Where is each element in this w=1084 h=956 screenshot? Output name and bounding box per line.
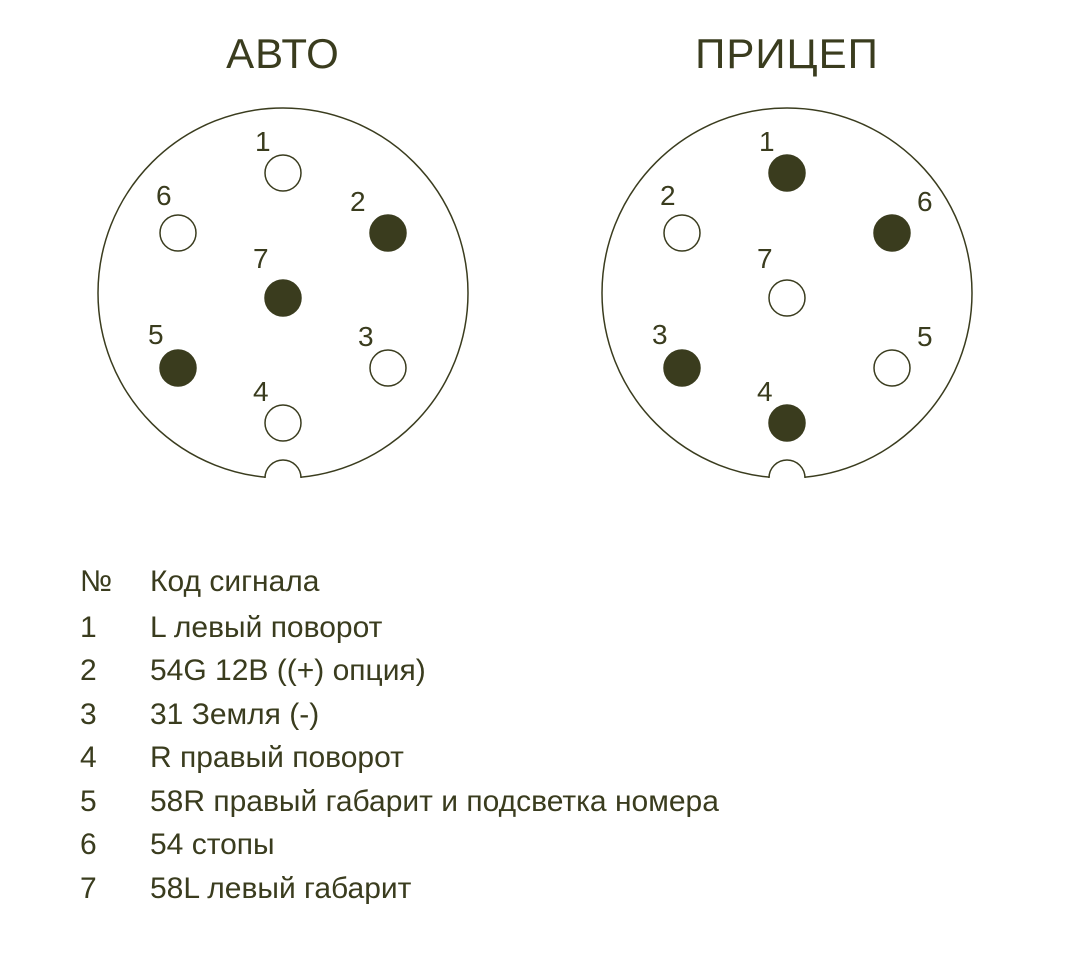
pin-5 <box>874 350 910 386</box>
pin-3 <box>664 350 700 386</box>
legend-row: 254G 12В ((+) опция) <box>80 649 719 693</box>
pin-4 <box>769 405 805 441</box>
pin-label-5: 5 <box>148 319 164 350</box>
pin-4 <box>265 405 301 441</box>
legend-row-text: 54 стопы <box>150 823 719 867</box>
pin-6 <box>160 215 196 251</box>
pin-2 <box>370 215 406 251</box>
pin-label-6: 6 <box>156 180 172 211</box>
connector-notch <box>265 460 301 478</box>
pin-label-1: 1 <box>255 126 271 157</box>
legend-row-text: 58L левый габарит <box>150 867 719 911</box>
pin-7 <box>769 280 805 316</box>
legend-row-text: 54G 12В ((+) опция) <box>150 649 719 693</box>
pin-3 <box>370 350 406 386</box>
pin-label-5: 5 <box>917 321 933 352</box>
pin-label-4: 4 <box>757 376 773 407</box>
legend-row-text: 31 Земля (-) <box>150 693 719 737</box>
legend-row-num: 4 <box>80 736 150 780</box>
legend-row-num: 6 <box>80 823 150 867</box>
pin-7 <box>265 280 301 316</box>
connector-0: АВТО 1 2 6 7 3 5 4 <box>88 30 478 498</box>
pin-label-1: 1 <box>759 126 775 157</box>
pin-label-3: 3 <box>358 321 374 352</box>
connector-title: ПРИЦЕП <box>592 30 982 78</box>
pin-label-2: 2 <box>350 186 366 217</box>
pin-label-3: 3 <box>652 319 668 350</box>
legend-header-text: Код сигнала <box>150 560 719 604</box>
legend-row-num: 2 <box>80 649 150 693</box>
pin-label-7: 7 <box>253 243 269 274</box>
legend-row-num: 5 <box>80 780 150 824</box>
connector-title: АВТО <box>88 30 478 78</box>
pin-1 <box>265 155 301 191</box>
connector-diagram: 1 6 2 7 5 3 4 <box>592 98 982 498</box>
legend-row: 1L левый поворот <box>80 606 719 650</box>
pin-5 <box>160 350 196 386</box>
legend-row-num: 3 <box>80 693 150 737</box>
legend-header: № Код сигнала <box>80 560 719 604</box>
pin-label-7: 7 <box>757 243 773 274</box>
pin-2 <box>664 215 700 251</box>
connector-1: ПРИЦЕП 1 6 2 7 5 3 4 <box>592 30 982 498</box>
pin-label-2: 2 <box>660 180 676 211</box>
legend-row-text: L левый поворот <box>150 606 719 650</box>
legend-row: 654 стопы <box>80 823 719 867</box>
pin-label-4: 4 <box>253 376 269 407</box>
pin-6 <box>874 215 910 251</box>
legend-row: 758L левый габарит <box>80 867 719 911</box>
legend-row-num: 1 <box>80 606 150 650</box>
notch-mask <box>263 478 303 498</box>
legend-row-text: R правый поворот <box>150 736 719 780</box>
pin-label-6: 6 <box>917 186 933 217</box>
connector-notch <box>769 460 805 478</box>
connector-diagram: 1 2 6 7 3 5 4 <box>88 98 478 498</box>
legend-row: 558R правый габарит и подсветка номера <box>80 780 719 824</box>
signal-legend: № Код сигнала 1L левый поворот254G 12В (… <box>80 560 719 910</box>
pin-1 <box>769 155 805 191</box>
legend-row-text: 58R правый габарит и подсветка номера <box>150 780 719 824</box>
legend-row-num: 7 <box>80 867 150 911</box>
legend-row: 331 Земля (-) <box>80 693 719 737</box>
legend-header-num: № <box>80 560 150 604</box>
legend-row: 4R правый поворот <box>80 736 719 780</box>
notch-mask <box>767 478 807 498</box>
